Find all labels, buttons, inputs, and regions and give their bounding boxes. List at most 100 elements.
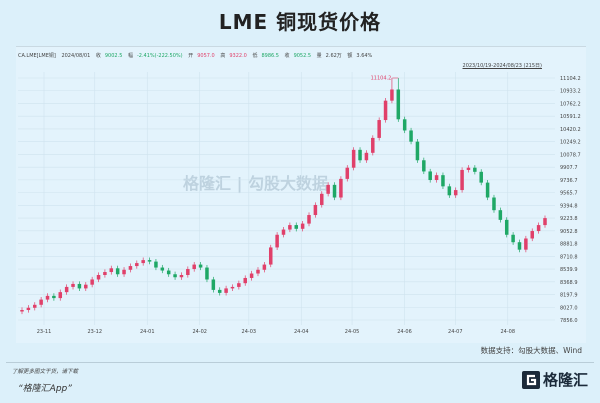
- candle-body: [262, 264, 267, 270]
- logo-text: 格隆汇: [542, 371, 588, 389]
- peak-label: 11104.2: [371, 76, 392, 82]
- x-tick-label: 24-04: [294, 329, 309, 335]
- candle-body: [307, 215, 311, 224]
- candle-body: [103, 272, 107, 276]
- candle-body: [524, 238, 528, 250]
- close-label: 收: [95, 53, 101, 59]
- candle-body: [371, 137, 375, 153]
- y-tick-label: 7856.0: [560, 318, 578, 324]
- high-label: 高: [220, 53, 226, 59]
- candle-body: [428, 171, 432, 181]
- candle-body: [447, 186, 452, 196]
- candle-body: [45, 295, 50, 300]
- x-tick-label: 24-01: [140, 329, 155, 335]
- candle-body: [320, 193, 324, 205]
- candle-body: [90, 279, 94, 285]
- candle-body: [434, 175, 439, 181]
- candle-body: [332, 184, 337, 198]
- candle-body: [485, 182, 490, 198]
- volume-label: 量: [316, 53, 322, 59]
- candle-body: [33, 304, 37, 308]
- candle-body: [192, 264, 196, 270]
- candle-body: [383, 100, 388, 121]
- page-title: LME 铜现货价格: [218, 10, 382, 34]
- candle-body: [166, 270, 171, 275]
- change-label: 幅: [127, 53, 133, 59]
- candle-body: [160, 267, 165, 271]
- y-tick-label: 9223.8: [560, 216, 578, 222]
- watermark: 格隆汇 | 勾股大数据: [183, 174, 328, 193]
- candle-body: [453, 190, 458, 196]
- y-tick-label: 11104.2: [560, 76, 581, 82]
- candle-body: [364, 152, 369, 161]
- candle-body: [205, 267, 209, 280]
- candle-body: [390, 89, 394, 101]
- candle-body: [141, 260, 145, 264]
- candle-body: [26, 307, 31, 311]
- candle-body: [243, 277, 247, 284]
- y-tick-label: 8710.8: [560, 254, 578, 260]
- logo-icon: [521, 370, 540, 389]
- candle-body: [275, 234, 279, 248]
- candle-body: [377, 120, 381, 138]
- candle-body: [173, 274, 177, 278]
- settle-label: 收: [284, 53, 290, 59]
- candle-body: [530, 231, 534, 239]
- candle-body: [294, 225, 299, 229]
- candle-body: [71, 283, 75, 287]
- y-tick-label: 10933.2: [560, 89, 581, 95]
- date-range-selector[interactable]: 2023/10/19-2024/08/23 (215日): [462, 63, 542, 69]
- low-label: 低: [252, 53, 258, 59]
- divider: [6, 362, 594, 363]
- candle-body: [345, 167, 350, 179]
- candle-body: [268, 247, 273, 265]
- candle-body: [179, 275, 184, 278]
- candle-body: [115, 268, 120, 275]
- x-tick-label: 24-02: [192, 329, 207, 335]
- candle-body: [288, 225, 292, 230]
- open-label: 开: [188, 53, 194, 59]
- y-tick-label: 9907.7: [560, 165, 578, 171]
- y-tick-label: 10078.7: [560, 152, 581, 158]
- candle-body: [147, 260, 152, 262]
- y-tick-label: 8027.0: [560, 305, 578, 311]
- x-tick-label: 24-03: [242, 329, 257, 335]
- candle-body: [479, 171, 483, 183]
- candle-body: [498, 210, 503, 220]
- footer-app-name: “格隆汇App”: [18, 384, 72, 394]
- candle-body: [249, 273, 254, 278]
- y-tick-label: 10420.2: [560, 127, 581, 133]
- candle-body: [211, 279, 216, 290]
- brand-logo: 格隆汇: [521, 369, 588, 390]
- candle-body: [122, 269, 126, 275]
- candle-body: [135, 263, 139, 267]
- y-tick-label: 9565.7: [560, 191, 578, 197]
- y-tick-label: 10762.2: [560, 101, 581, 107]
- candle-body: [154, 261, 158, 268]
- close-value: 9002.5: [104, 53, 123, 59]
- candle-body: [77, 283, 82, 289]
- candle-body: [52, 295, 56, 299]
- candle-body: [39, 299, 43, 305]
- y-tick-label: 8881.8: [560, 242, 578, 248]
- candle-body: [466, 167, 471, 170]
- open-value: 9057.0: [197, 53, 215, 59]
- info-bar: CA.LME[LME铜] 2024/08/01 收 9002.5 幅 -2.41%(…: [18, 52, 376, 59]
- y-tick-label: 8197.9: [560, 293, 578, 299]
- settle-value: 9052.5: [293, 53, 312, 59]
- candle-body: [326, 184, 330, 194]
- y-tick-label: 9394.8: [560, 203, 578, 209]
- x-tick-label: 24-08: [500, 329, 515, 335]
- y-tick-label: 8368.9: [560, 280, 578, 286]
- low-value: 8986.5: [261, 53, 279, 59]
- candle-body: [84, 284, 88, 289]
- x-tick-label: 23-11: [37, 329, 52, 335]
- info-date: 2024/08/01: [61, 53, 91, 59]
- amount-value: 3.64%: [356, 53, 373, 59]
- y-tick-label: 9052.8: [560, 229, 578, 235]
- candle-body: [281, 229, 286, 235]
- candle-body: [441, 175, 445, 187]
- candle-body: [256, 269, 260, 274]
- candle-body: [128, 266, 133, 270]
